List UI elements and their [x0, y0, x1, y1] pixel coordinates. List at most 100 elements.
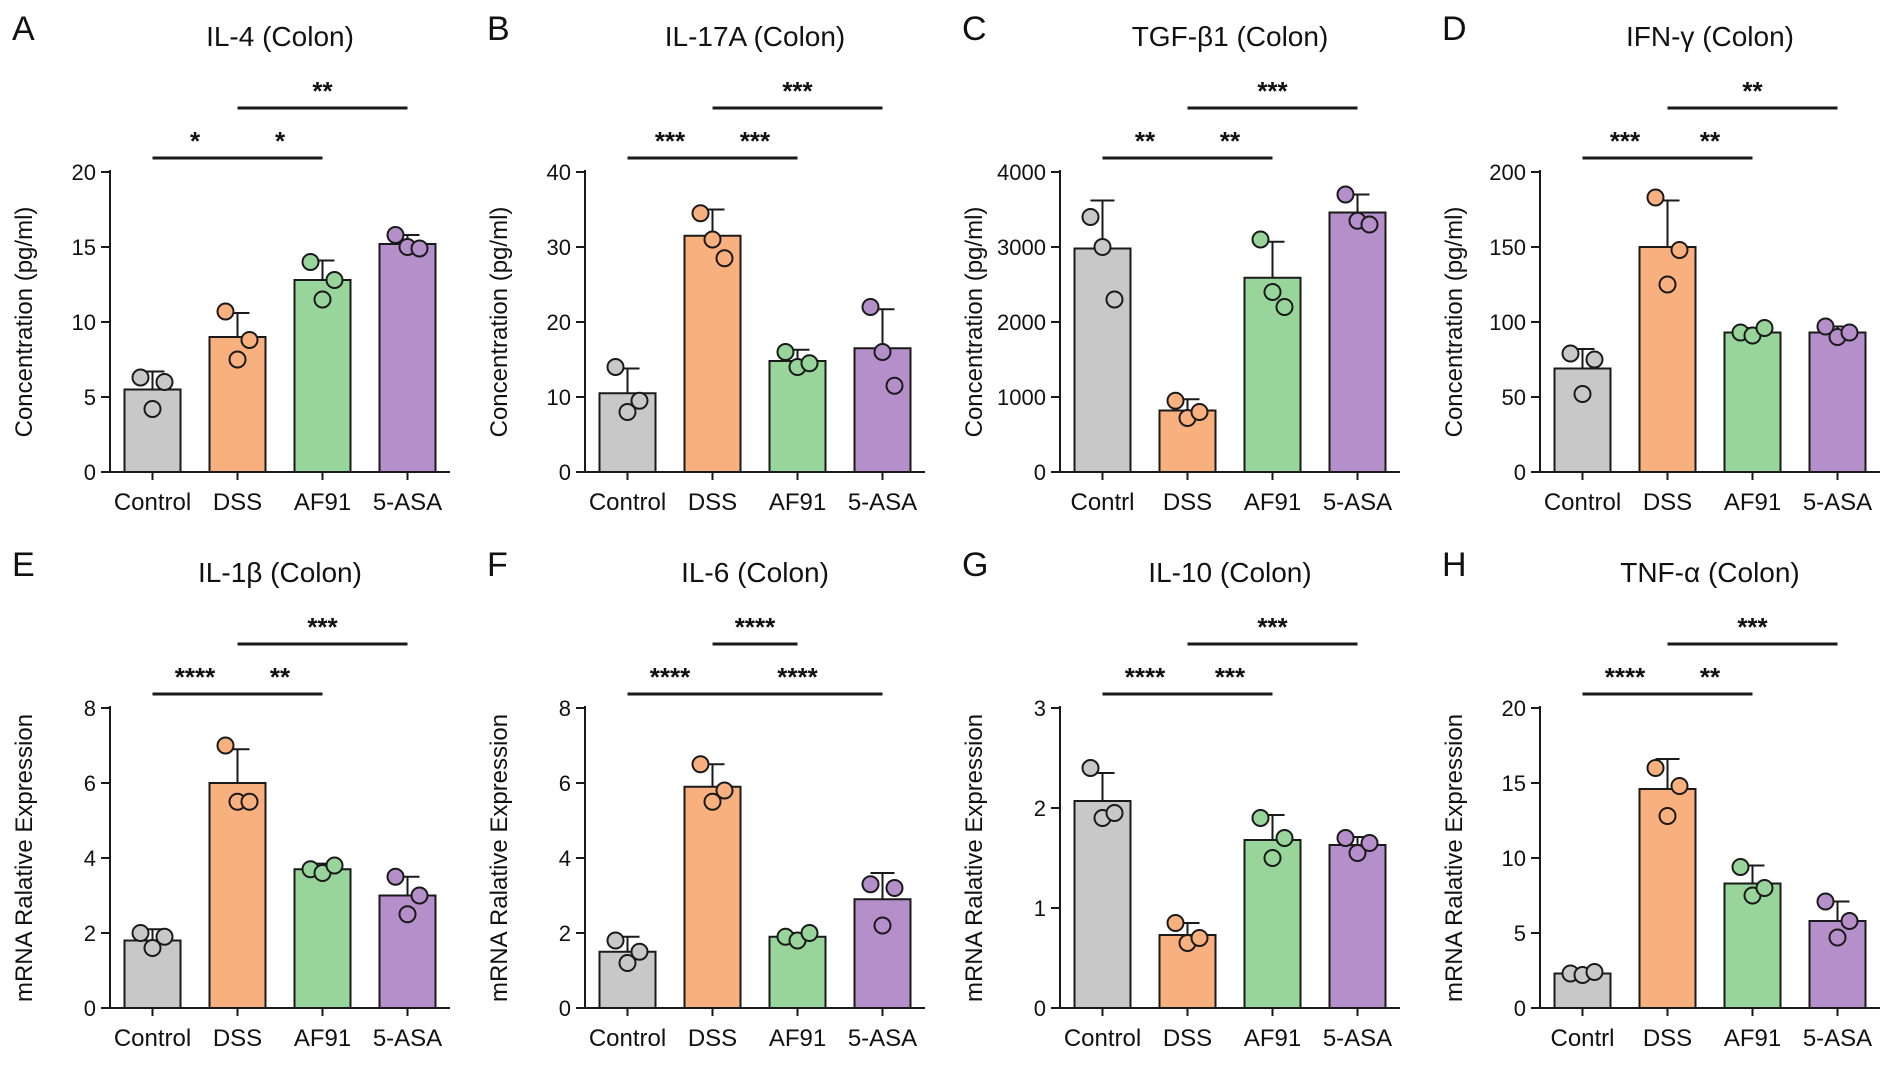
x-tick-label: 5-ASA [1323, 489, 1392, 516]
x-tick-label: Control [589, 1025, 666, 1052]
panel-letter: A [12, 10, 35, 48]
significance-label: *** [1257, 612, 1288, 642]
bar-Contrl [1073, 247, 1132, 473]
data-point [703, 230, 722, 249]
data-point [885, 879, 904, 897]
data-point [1190, 403, 1209, 421]
x-tick-label: DSS [1163, 489, 1212, 516]
data-point [1816, 317, 1835, 336]
significance-bracket: **** [1102, 662, 1188, 696]
y-tick-label: 15 [1502, 771, 1526, 796]
y-axis-label: Concentration (pg/ml) [1441, 207, 1468, 438]
y-axis-label: Concentration (pg/ml) [961, 207, 988, 438]
significance-bracket: **** [712, 662, 883, 696]
significance-label: *** [1610, 126, 1641, 156]
data-point [398, 905, 417, 924]
data-point [1360, 215, 1379, 234]
significance-bracket: ** [1667, 126, 1753, 160]
significance-label: **** [175, 662, 216, 692]
significance-bracket: ** [1187, 126, 1273, 160]
x-tick-label: AF91 [1244, 489, 1301, 516]
x-tick-label: 5-ASA [848, 489, 917, 516]
bar-5-ASA [1328, 844, 1387, 1009]
panel-B: B IL-17A (Colon) Concentration (pg/ml) Cont… [486, 10, 925, 516]
significance-bracket: *** [712, 76, 883, 110]
bar-5-ASA [1328, 211, 1387, 473]
significance-bracket: ** [1667, 662, 1753, 696]
x-tick-label: Control [1064, 1025, 1141, 1052]
panel-G: G IL-10 (Colon) mRNA Ralative Expression Co… [961, 546, 1400, 1052]
x-tick-label: AF91 [1724, 489, 1781, 516]
y-tick-label: 0 [1514, 460, 1526, 485]
significance-bracket: ** [1102, 126, 1188, 160]
significance-label: **** [777, 662, 818, 692]
error-bar [1655, 758, 1680, 789]
data-point [1670, 241, 1689, 259]
significance-bracket: * [152, 126, 238, 160]
data-point [325, 271, 344, 289]
x-tick-label: 5-ASA [373, 489, 442, 516]
y-tick-label: 2 [559, 921, 571, 946]
x-tick-label: AF91 [769, 1025, 826, 1052]
y-tick-label: 6 [559, 771, 571, 796]
y-tick-label: 2 [84, 921, 96, 946]
significance-label: **** [1605, 662, 1646, 692]
data-point [1348, 844, 1367, 862]
data-point [715, 781, 734, 800]
data-point [1336, 185, 1355, 204]
significance-bracket: **** [1582, 662, 1668, 696]
chart-title: TNF-α (Colon) [1620, 557, 1800, 588]
data-point [861, 875, 880, 894]
significance-bracket: *** [627, 126, 713, 160]
data-point [131, 924, 150, 942]
data-point [606, 358, 625, 376]
bar-5-ASA [1808, 331, 1867, 473]
y-tick-label: 6 [84, 771, 96, 796]
bar-DSS [683, 785, 742, 1009]
data-point [1658, 807, 1677, 825]
data-point [1251, 230, 1270, 249]
significance-label: *** [1215, 662, 1246, 692]
data-point [1646, 188, 1665, 207]
panel-letter: C [962, 10, 987, 48]
chart-title: IL-17A (Colon) [665, 21, 846, 52]
y-tick-label: 2000 [997, 310, 1046, 335]
data-point [1105, 290, 1124, 309]
significance-bracket: *** [712, 126, 798, 160]
data-point [1573, 385, 1592, 403]
y-tick-label: 0 [84, 460, 96, 485]
panel-A: A IL-4 (Colon) Concentration (pg/ml) Contro… [11, 10, 450, 516]
significance-bracket: *** [1187, 612, 1358, 646]
significance-label: *** [782, 76, 813, 106]
data-point [410, 239, 429, 258]
significance-bracket: ** [1667, 76, 1838, 110]
data-point [1336, 829, 1355, 847]
data-point [240, 792, 259, 811]
data-point [410, 886, 429, 905]
x-tick-label: 5-ASA [1803, 489, 1872, 516]
y-tick-label: 200 [1489, 160, 1526, 185]
panel-letter: D [1442, 10, 1467, 48]
data-point [873, 343, 892, 361]
y-tick-label: 0 [1034, 996, 1046, 1021]
data-point [1105, 804, 1124, 822]
y-tick-label: 150 [1489, 235, 1526, 260]
significance-bracket: **** [712, 612, 798, 646]
panel-letter: B [487, 10, 510, 48]
significance-label: ** [1700, 662, 1721, 692]
data-point [1166, 391, 1185, 410]
y-axis-label: mRNA Ralative Expression [486, 714, 513, 1002]
data-point [1840, 323, 1859, 342]
data-point [131, 368, 150, 387]
data-point [1263, 849, 1282, 867]
x-tick-label: AF91 [1244, 1025, 1301, 1052]
significance-label: **** [1125, 662, 1166, 692]
y-tick-label: 10 [547, 385, 571, 410]
data-point [155, 373, 174, 391]
significance-label: ** [1220, 126, 1241, 156]
data-point [1166, 914, 1185, 932]
significance-bracket: *** [237, 612, 408, 646]
data-point [1585, 963, 1604, 981]
data-point [1275, 829, 1294, 847]
